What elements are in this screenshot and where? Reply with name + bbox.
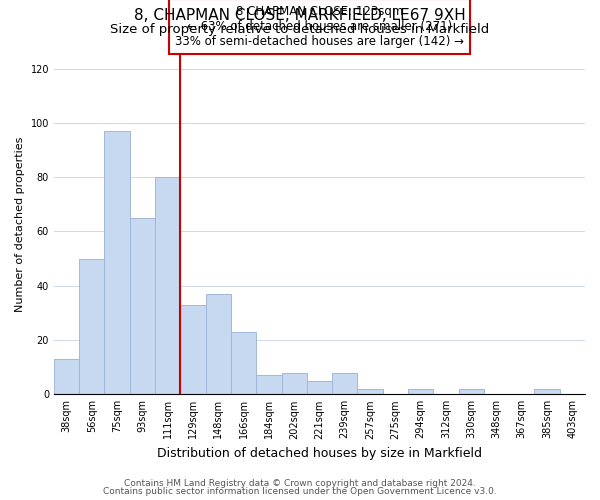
Bar (332, 372, 358, 394)
Text: 8 CHAPMAN CLOSE: 123sqm
← 63% of detached houses are smaller (271)
33% of semi-d: 8 CHAPMAN CLOSE: 123sqm ← 63% of detache… (175, 5, 464, 48)
Bar (79, 258, 104, 394)
Bar (281, 372, 307, 394)
Bar (181, 304, 206, 394)
Bar (231, 332, 256, 394)
Bar (155, 177, 181, 394)
Bar (458, 389, 484, 394)
Text: Contains HM Land Registry data © Crown copyright and database right 2024.: Contains HM Land Registry data © Crown c… (124, 478, 476, 488)
Bar (130, 218, 155, 394)
Y-axis label: Number of detached properties: Number of detached properties (15, 137, 25, 312)
Text: 8, CHAPMAN CLOSE, MARKFIELD, LE67 9XH: 8, CHAPMAN CLOSE, MARKFIELD, LE67 9XH (134, 8, 466, 22)
Bar (535, 389, 560, 394)
Bar (206, 294, 231, 394)
Bar (104, 131, 130, 394)
Text: Contains public sector information licensed under the Open Government Licence v3: Contains public sector information licen… (103, 487, 497, 496)
Bar (256, 376, 281, 394)
Bar (54, 359, 79, 394)
Text: Size of property relative to detached houses in Markfield: Size of property relative to detached ho… (110, 22, 490, 36)
Bar (358, 389, 383, 394)
X-axis label: Distribution of detached houses by size in Markfield: Distribution of detached houses by size … (157, 447, 482, 460)
Bar (307, 380, 332, 394)
Bar (408, 389, 433, 394)
